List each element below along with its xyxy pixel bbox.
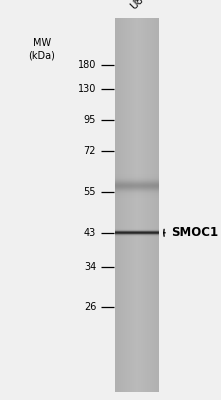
Bar xyxy=(128,18,129,392)
Bar xyxy=(115,183,159,184)
Bar xyxy=(151,18,152,392)
Bar xyxy=(134,18,135,392)
Bar xyxy=(144,18,145,392)
Bar xyxy=(146,18,147,392)
Bar xyxy=(115,191,159,192)
Bar xyxy=(148,18,149,392)
Bar xyxy=(124,18,125,392)
Bar xyxy=(141,18,142,392)
Bar xyxy=(118,18,119,392)
Bar xyxy=(115,185,159,186)
Bar xyxy=(131,18,132,392)
Bar xyxy=(115,188,159,189)
Bar xyxy=(116,18,117,392)
Text: 55: 55 xyxy=(84,187,96,197)
Bar xyxy=(143,18,144,392)
Bar xyxy=(145,18,146,392)
Bar xyxy=(135,18,136,392)
Bar xyxy=(155,18,156,392)
Bar xyxy=(115,194,159,195)
Bar xyxy=(115,18,116,392)
Text: MW
(kDa): MW (kDa) xyxy=(29,38,55,60)
Bar xyxy=(133,18,134,392)
Text: 130: 130 xyxy=(78,84,96,94)
Bar xyxy=(140,18,141,392)
Bar xyxy=(122,18,123,392)
Bar xyxy=(158,18,159,392)
Bar xyxy=(157,18,158,392)
Bar xyxy=(115,193,159,194)
Bar xyxy=(115,196,159,197)
Bar xyxy=(115,180,159,181)
Bar xyxy=(136,18,137,392)
Bar xyxy=(150,18,151,392)
Bar xyxy=(132,18,133,392)
Bar xyxy=(115,192,159,193)
Bar xyxy=(138,18,139,392)
Bar xyxy=(115,184,159,185)
Bar xyxy=(117,18,118,392)
Bar xyxy=(115,195,159,196)
Bar xyxy=(115,177,159,178)
Text: 26: 26 xyxy=(84,302,96,312)
Bar xyxy=(142,18,143,392)
Bar xyxy=(139,18,140,392)
Text: SMOC1: SMOC1 xyxy=(171,226,218,239)
Text: 43: 43 xyxy=(84,228,96,238)
Bar xyxy=(115,189,159,190)
Bar xyxy=(123,18,124,392)
Bar xyxy=(130,18,131,392)
Bar xyxy=(115,186,159,187)
Bar xyxy=(156,18,157,392)
Bar xyxy=(115,174,159,175)
Text: 72: 72 xyxy=(84,146,96,156)
Bar xyxy=(115,187,159,188)
Text: 34: 34 xyxy=(84,262,96,272)
Text: 180: 180 xyxy=(78,60,96,70)
Bar xyxy=(152,18,153,392)
Bar xyxy=(147,18,148,392)
Bar xyxy=(115,181,159,182)
Text: 95: 95 xyxy=(84,115,96,125)
Bar xyxy=(115,176,159,177)
Text: U87-MG: U87-MG xyxy=(129,0,165,11)
Bar xyxy=(120,18,121,392)
Bar xyxy=(154,18,155,392)
Bar xyxy=(115,182,159,183)
Bar xyxy=(127,18,128,392)
Bar xyxy=(126,18,127,392)
Bar xyxy=(137,18,138,392)
Bar xyxy=(149,18,150,392)
Bar xyxy=(115,179,159,180)
Bar xyxy=(153,18,154,392)
Bar xyxy=(115,190,159,191)
Bar xyxy=(119,18,120,392)
Bar xyxy=(125,18,126,392)
Bar xyxy=(129,18,130,392)
Bar xyxy=(121,18,122,392)
Bar xyxy=(115,178,159,179)
Bar xyxy=(115,175,159,176)
Bar xyxy=(115,197,159,198)
